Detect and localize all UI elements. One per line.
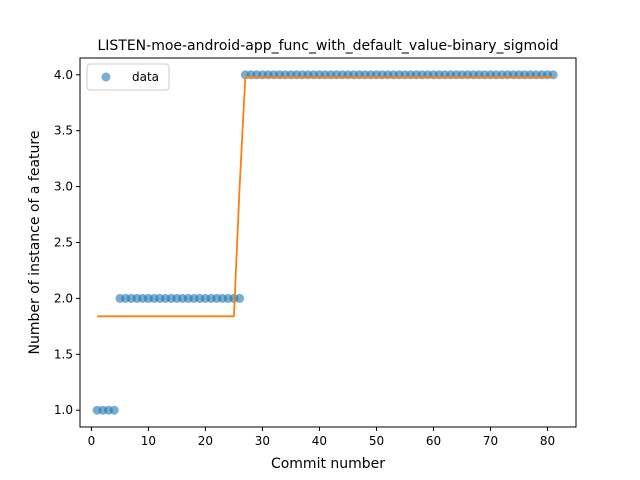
- y-tick-label: 1.0: [54, 403, 73, 417]
- fit-line: [97, 76, 554, 318]
- x-tick-label: 50: [369, 434, 384, 448]
- x-tick-label: 70: [483, 434, 498, 448]
- legend: data: [86, 63, 170, 91]
- data-point: [235, 293, 245, 303]
- x-axis-label: Commit number: [271, 456, 385, 472]
- x-tick-label: 0: [88, 434, 96, 448]
- y-axis-ticks: 1.0 1.5 2.0 2.5 3.0 3.5 4.0: [54, 68, 80, 417]
- y-tick-label: 2.5: [54, 236, 73, 250]
- legend-box: [86, 63, 170, 91]
- x-tick-label: 40: [312, 434, 327, 448]
- legend-marker-data: [101, 72, 111, 82]
- chart-title: LISTEN-moe-android-app_func_with_default…: [97, 38, 558, 54]
- x-tick-label: 60: [426, 434, 441, 448]
- x-tick-label: 20: [198, 434, 213, 448]
- legend-label-data: data: [132, 70, 159, 84]
- y-tick-label: 1.5: [54, 347, 73, 361]
- x-tick-label: 80: [540, 434, 555, 448]
- x-tick-label: 30: [255, 434, 270, 448]
- data-point: [109, 405, 119, 415]
- y-tick-label: 2.0: [54, 291, 73, 305]
- plot-area: [92, 70, 558, 415]
- y-tick-label: 3.0: [54, 180, 73, 194]
- y-axis-label: Number of instance of a feature: [27, 131, 43, 355]
- plot-frame: [79, 57, 577, 428]
- y-tick-label: 4.0: [54, 68, 73, 82]
- y-tick-label: 3.5: [54, 124, 73, 138]
- x-axis-ticks: 0 10 20 30 40 50 60 70 80: [88, 427, 555, 448]
- data-point: [548, 70, 558, 80]
- x-tick-label: 10: [141, 434, 156, 448]
